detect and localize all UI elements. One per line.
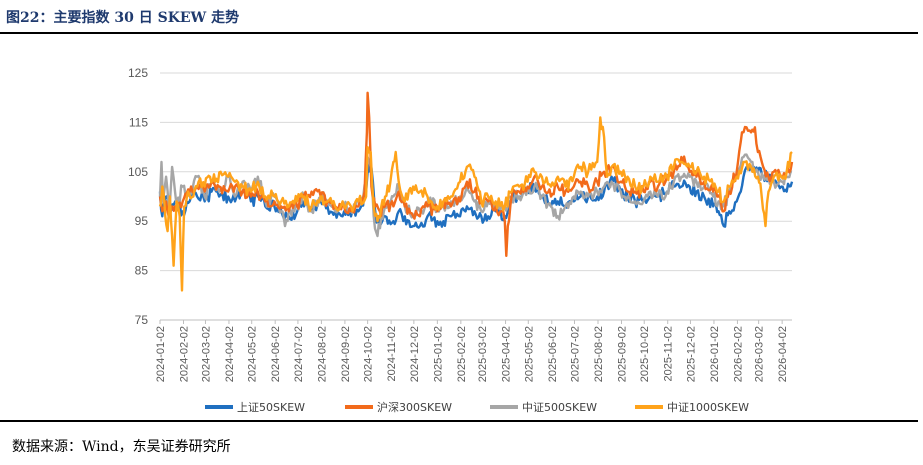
x-tick-label: 2025-02-02 — [456, 326, 468, 382]
x-tick-label: 2025-06-02 — [547, 326, 559, 382]
legend-label-zz500: 中证500SKEW — [522, 401, 597, 414]
y-tick-label: 125 — [128, 66, 148, 80]
x-tick-label: 2025-01-02 — [432, 326, 444, 382]
legend-label-zz1000: 中证1000SKEW — [667, 401, 749, 414]
x-tick-label: 2025-07-02 — [570, 326, 582, 382]
series-lines — [158, 91, 794, 292]
x-tick-label: 2024-01-02 — [155, 326, 167, 382]
x-tick-label: 2024-06-02 — [270, 326, 282, 382]
figure-title: 图22：主要指数 30 日 SKEW 走势 — [6, 10, 240, 26]
series-line-zz1000 — [158, 116, 793, 292]
x-tick-label: 2025-05-02 — [523, 326, 535, 382]
y-tick-label: 95 — [135, 214, 149, 228]
x-tick-label: 2024-04-02 — [224, 326, 236, 382]
x-tick-label: 2026-03-02 — [754, 326, 766, 382]
top-rule — [0, 32, 918, 34]
series-line-hs300 — [158, 91, 794, 257]
legend-label-hs300: 沪深300SKEW — [377, 400, 452, 414]
x-tick-label: 2024-11-02 — [386, 326, 398, 381]
x-tick-label: 2024-05-02 — [247, 326, 259, 382]
x-tick-label: 2025-08-02 — [593, 326, 605, 382]
x-tick-label: 2026-02-02 — [732, 326, 744, 382]
x-tick-label: 2025-04-02 — [501, 326, 513, 382]
x-tick-label: 2024-08-02 — [316, 326, 328, 382]
y-tick-label: 105 — [128, 165, 148, 179]
grid-lines — [160, 72, 792, 321]
x-tick-label: 2024-09-02 — [340, 326, 352, 382]
x-tick-label: 2024-03-02 — [200, 326, 212, 382]
x-tick-label: 2024-10-02 — [363, 326, 375, 382]
y-tick-label: 115 — [129, 115, 148, 129]
x-tick-label: 2025-09-02 — [616, 326, 628, 382]
x-tick-label: 2024-07-02 — [293, 326, 305, 382]
y-tick-label: 75 — [135, 313, 149, 327]
x-tick-label: 2025-11-02 — [663, 326, 675, 381]
y-tick-label: 85 — [135, 264, 149, 278]
x-tick-label: 2024-02-02 — [178, 326, 190, 382]
source-note: 数据来源：Wind，东吴证券研究所 — [12, 439, 231, 455]
x-tick-label: 2026-04-02 — [777, 326, 789, 382]
x-tick-label: 2025-12-02 — [685, 326, 697, 382]
x-tick-label: 2026-01-02 — [709, 326, 721, 382]
bottom-rule — [0, 420, 918, 422]
legend: 上证50SKEW 沪深300SKEW 中证500SKEW 中证1000SKEW — [205, 400, 749, 414]
x-tick-label: 2025-10-02 — [639, 326, 651, 382]
x-axis: 2024-01-02 2024-02-02 2024-03-02 2024-04-02… — [155, 320, 789, 382]
x-tick-label: 2025-03-02 — [477, 326, 489, 382]
y-axis: 75 85 95 105 115 125 — [128, 66, 148, 327]
x-tick-label: 2024-12-02 — [409, 326, 421, 382]
legend-label-sz50: 上证50SKEW — [237, 401, 305, 414]
